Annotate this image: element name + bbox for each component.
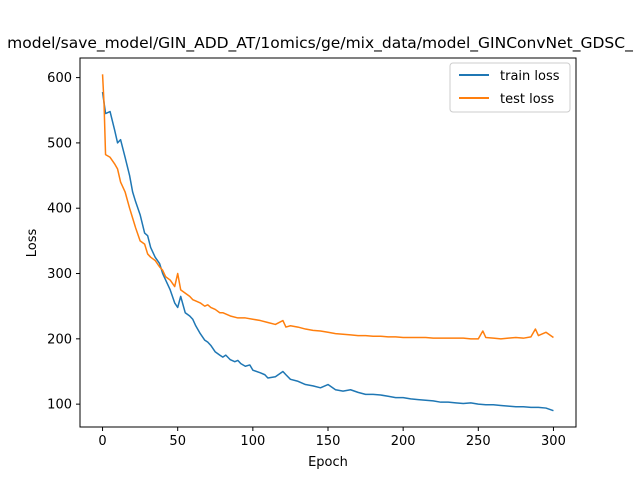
y-tick-label: 400	[47, 202, 72, 217]
legend-label-train-loss: train loss	[500, 69, 560, 84]
x-axis-ticks: 0 50 100 150 200 250 300	[98, 427, 566, 449]
x-tick-label: 50	[169, 434, 186, 449]
x-tick-label: 300	[541, 434, 566, 449]
series-line-test-loss	[101, 74, 554, 340]
series-layer	[101, 74, 554, 412]
y-tick-label: 300	[47, 267, 72, 282]
x-tick-label: 0	[98, 434, 106, 449]
legend: train loss test loss	[449, 62, 571, 113]
y-tick-label: 600	[47, 71, 72, 86]
x-tick-label: 250	[466, 434, 491, 449]
plot-area	[80, 58, 576, 427]
x-tick-label: 100	[240, 434, 265, 449]
y-tick-label: 500	[47, 136, 72, 151]
y-tick-label: 200	[47, 332, 72, 347]
x-tick-label: 150	[316, 434, 341, 449]
chart-title: model/save_model/GIN_ADD_AT/1omics/ge/mi…	[7, 34, 633, 53]
series-line-train-loss	[101, 91, 554, 412]
x-axis-label: Epoch	[308, 455, 348, 470]
y-axis-ticks: 100 200 300 400 500 600	[47, 71, 80, 413]
legend-label-test-loss: test loss	[500, 92, 554, 107]
x-tick-label: 200	[391, 434, 416, 449]
y-axis-label: Loss	[25, 229, 40, 258]
y-tick-label: 100	[47, 398, 72, 413]
